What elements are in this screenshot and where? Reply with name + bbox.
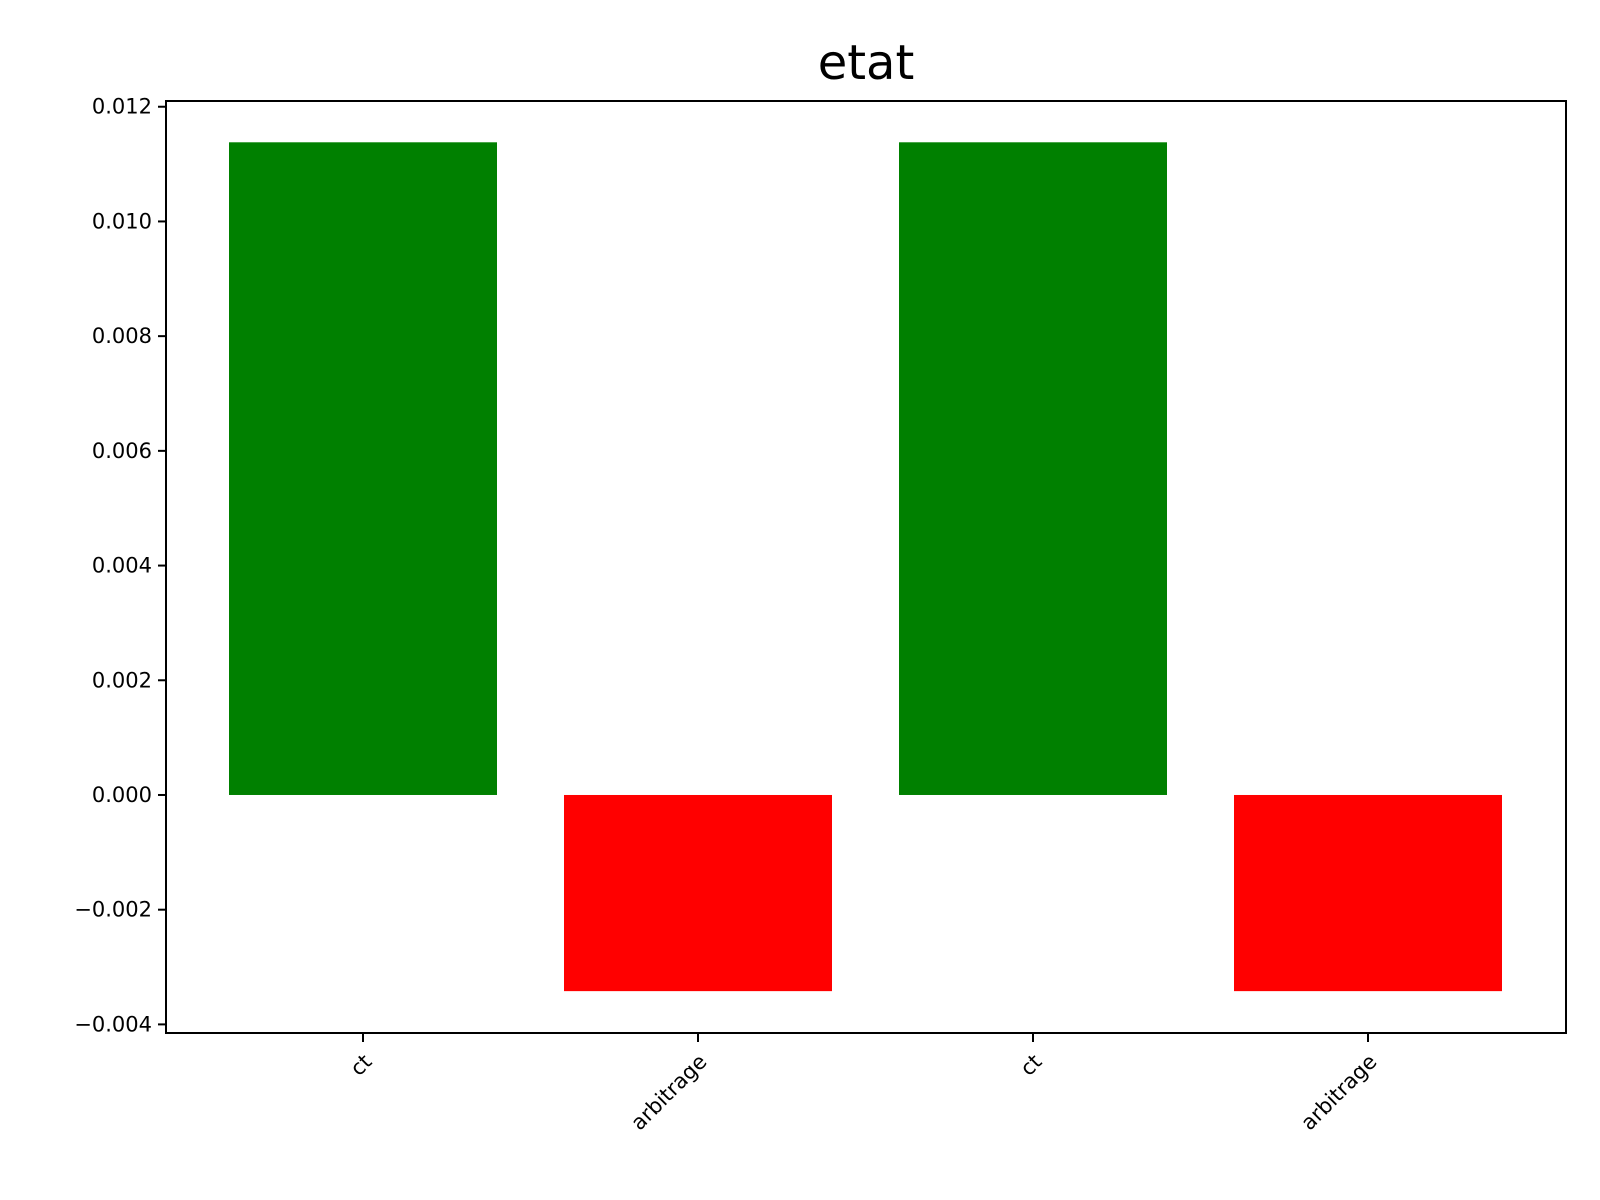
y-tick-label: −0.004 bbox=[74, 1012, 152, 1036]
bar-4 bbox=[1234, 794, 1502, 992]
bar-1 bbox=[229, 142, 497, 795]
y-tick-label: 0.012 bbox=[92, 95, 152, 119]
plot-area bbox=[229, 142, 1502, 992]
bar-2 bbox=[564, 794, 832, 992]
bar-3 bbox=[899, 142, 1167, 795]
y-tick-label: 0.004 bbox=[92, 554, 152, 578]
axes-frame bbox=[165, 100, 1567, 1034]
y-tick-label: 0.006 bbox=[92, 439, 152, 463]
y-axis: 0.012 0.010 0.008 0.006 0.004 0.002 0.000 −0.00… bbox=[74, 95, 166, 1036]
y-tick-label: −0.002 bbox=[74, 898, 152, 922]
chart-title: etat bbox=[818, 35, 915, 91]
y-tick-label: 0.002 bbox=[92, 668, 152, 692]
y-tick-label: 0.000 bbox=[92, 783, 152, 807]
y-tick-label: 0.010 bbox=[92, 209, 152, 233]
y-tick-label: 0.008 bbox=[92, 324, 152, 348]
